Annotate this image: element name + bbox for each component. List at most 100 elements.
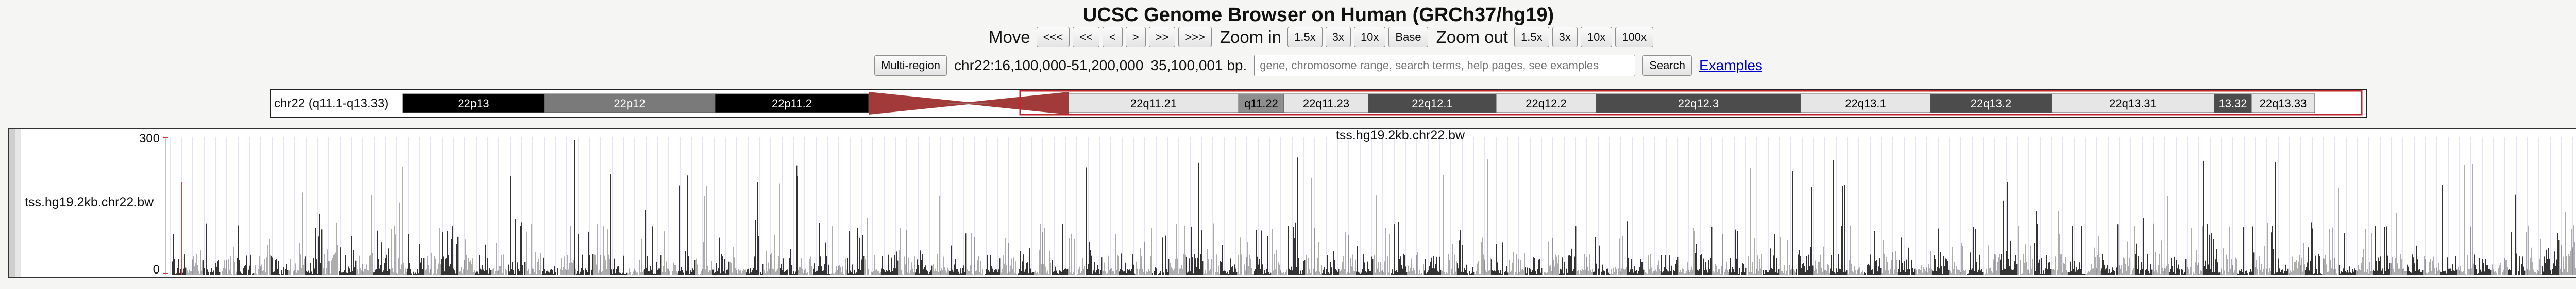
signal-bar bbox=[1331, 267, 1332, 275]
signal-bar bbox=[1359, 272, 1360, 275]
ideogram-band[interactable] bbox=[1930, 93, 2052, 113]
zoom-in-3x-button[interactable]: 3x bbox=[1325, 27, 1351, 47]
signal-bar bbox=[1633, 272, 1634, 275]
signal-bar bbox=[1432, 268, 1433, 275]
signal-bar bbox=[1840, 269, 1841, 275]
signal-bar bbox=[860, 270, 861, 275]
signal-bar bbox=[2311, 222, 2312, 275]
search-button[interactable]: Search bbox=[1642, 55, 1692, 76]
signal-bar bbox=[922, 254, 923, 275]
signal-bar bbox=[1096, 270, 1097, 275]
move-end-button[interactable]: >>> bbox=[1178, 27, 1212, 47]
signal-bar bbox=[1290, 270, 1291, 275]
signal-bar bbox=[1673, 270, 1674, 275]
signal-track-panel[interactable]: 300 0 tss.hg19.2kb.chr22.bw tss.hg19.2kb.ch… bbox=[8, 128, 2576, 278]
signal-bar bbox=[1090, 250, 1091, 275]
signal-bar bbox=[997, 272, 998, 275]
ideogram-band[interactable] bbox=[544, 93, 716, 113]
signal-bar bbox=[897, 260, 899, 275]
signal-bar bbox=[994, 270, 995, 275]
signal-bar bbox=[1463, 272, 1464, 275]
signal-bar bbox=[1835, 273, 1836, 275]
signal-bar bbox=[1360, 274, 1361, 275]
signal-bar bbox=[1771, 268, 1772, 275]
signal-bar bbox=[1020, 251, 1021, 275]
track-name-label[interactable]: tss.hg19.2kb.chr22.bw bbox=[25, 195, 154, 210]
signal-bar bbox=[1134, 273, 1136, 275]
signal-bar bbox=[1303, 261, 1304, 275]
signal-bar bbox=[445, 258, 446, 275]
signal-bar bbox=[446, 258, 447, 275]
zoom-out-10x-button[interactable]: 10x bbox=[1580, 27, 1613, 47]
signal-bar bbox=[1536, 274, 1537, 275]
signal-bar bbox=[1492, 270, 1493, 275]
ideogram-band[interactable] bbox=[1068, 93, 1239, 113]
move-start-button[interactable]: <<< bbox=[1036, 27, 1070, 47]
signal-bar bbox=[1507, 272, 1509, 275]
signal-bar bbox=[1504, 272, 1505, 275]
signal-bar bbox=[919, 273, 920, 275]
signal-bar bbox=[2349, 266, 2350, 275]
signal-bar bbox=[761, 274, 762, 275]
zoom-out-3x-button[interactable]: 3x bbox=[1552, 27, 1578, 47]
zoom-out-100x-button[interactable]: 100x bbox=[1615, 27, 1654, 47]
signal-bar bbox=[380, 265, 381, 275]
move-left-button[interactable]: < bbox=[1102, 27, 1123, 47]
signal-bar bbox=[1160, 271, 1161, 275]
signal-bar bbox=[2169, 271, 2170, 275]
ideogram-band[interactable] bbox=[1496, 93, 1597, 113]
ideogram-band[interactable] bbox=[2251, 93, 2315, 113]
signal-bar bbox=[519, 271, 520, 275]
signal-bar bbox=[859, 237, 860, 275]
ideogram-band[interactable] bbox=[1238, 93, 1284, 113]
signal-bar bbox=[1906, 259, 1907, 275]
zoom-out-1-5x-button[interactable]: 1.5x bbox=[1514, 27, 1549, 47]
signal-bar bbox=[385, 258, 386, 275]
signal-bar bbox=[619, 272, 620, 275]
track-side-handle[interactable] bbox=[9, 129, 15, 277]
examples-link[interactable]: Examples bbox=[1699, 57, 1762, 73]
ideogram-band[interactable] bbox=[402, 93, 545, 113]
signal-bar bbox=[1501, 274, 1502, 275]
zoom-in-10x-button[interactable]: 10x bbox=[1353, 27, 1386, 47]
signal-bar bbox=[307, 272, 308, 275]
signal-bar bbox=[2251, 271, 2252, 275]
signal-bar bbox=[1733, 269, 1734, 275]
signal-bar bbox=[2314, 273, 2315, 275]
ideogram-band[interactable] bbox=[1800, 93, 1931, 113]
signal-bar bbox=[1530, 269, 1531, 275]
signal-bar bbox=[1396, 270, 1397, 275]
signal-bar bbox=[659, 268, 660, 275]
signal-bar bbox=[755, 220, 756, 275]
signal-bar bbox=[377, 230, 378, 275]
ideogram-band[interactable] bbox=[715, 93, 869, 113]
move-left-more-button[interactable]: << bbox=[1073, 27, 1099, 47]
ideogram-band[interactable] bbox=[1596, 93, 1801, 113]
ideogram-band[interactable] bbox=[1283, 93, 1369, 113]
signal-bar bbox=[926, 269, 927, 275]
move-right-button[interactable]: > bbox=[1125, 27, 1146, 47]
move-right-more-button[interactable]: >> bbox=[1148, 27, 1176, 47]
signal-bar bbox=[752, 270, 753, 275]
signal-bar bbox=[552, 270, 553, 275]
signal-bar bbox=[1270, 272, 1272, 275]
signal-bar bbox=[1130, 271, 1131, 275]
signal-bar bbox=[1676, 260, 1677, 275]
zoom-in-base-button[interactable]: Base bbox=[1388, 27, 1428, 47]
signal-bar bbox=[1742, 263, 1743, 275]
ideogram-band[interactable] bbox=[1368, 93, 1497, 113]
signal-bar bbox=[2310, 261, 2311, 275]
signal-bar bbox=[1808, 254, 1809, 275]
signal-bar bbox=[1938, 228, 1939, 275]
signal-bar bbox=[345, 255, 346, 275]
signal-bar bbox=[955, 259, 956, 275]
ideogram-band[interactable] bbox=[2051, 93, 2215, 113]
search-input[interactable] bbox=[1254, 55, 1636, 76]
chromosome-ideogram[interactable]: chr22 (q11.1-q13.33) 22p13 22p12 22p11.2 22q… bbox=[270, 89, 2367, 118]
ideogram-band[interactable] bbox=[2214, 93, 2252, 113]
signal-bar bbox=[1661, 255, 1662, 275]
multi-region-button[interactable]: Multi-region bbox=[874, 55, 947, 76]
zoom-in-1-5x-button[interactable]: 1.5x bbox=[1287, 27, 1323, 47]
signal-bar bbox=[1334, 259, 1335, 275]
signal-bar bbox=[715, 272, 716, 275]
